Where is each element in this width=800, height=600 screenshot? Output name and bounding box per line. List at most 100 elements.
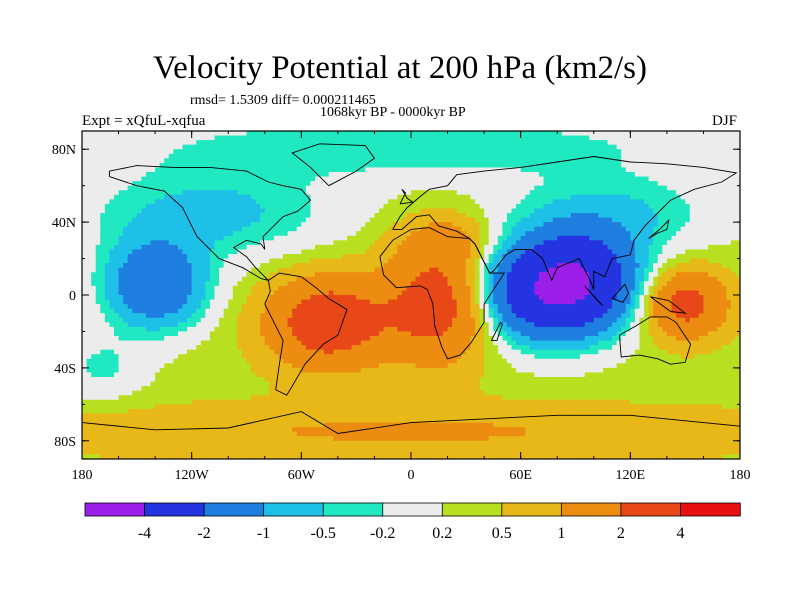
field-cell (241, 267, 248, 273)
field-cell (680, 131, 686, 137)
field-cell (273, 235, 280, 241)
field-cell (292, 285, 298, 292)
field-cell (474, 231, 481, 237)
field-cell (593, 185, 599, 191)
field-cell (420, 285, 426, 292)
field-cell (698, 249, 705, 255)
field-cell (612, 276, 618, 282)
field-cell (296, 153, 302, 159)
field-cell (676, 263, 682, 269)
field-cell (589, 231, 595, 237)
field-cell (401, 131, 408, 137)
field-cell (493, 258, 499, 264)
field-cell (145, 226, 152, 232)
field-cell (589, 217, 595, 223)
field-cell (525, 194, 531, 200)
field-cell (497, 285, 503, 292)
field-cell (397, 194, 403, 200)
field-cell (155, 199, 161, 205)
field-cell (602, 172, 609, 178)
field-cell (557, 190, 563, 196)
field-cell (132, 140, 138, 146)
field-cell (420, 181, 426, 187)
field-cell (666, 249, 673, 255)
field-cell (196, 281, 202, 287)
field-cell (721, 272, 727, 278)
field-cell (164, 194, 170, 200)
field-cell (516, 176, 522, 182)
field-cell (589, 222, 595, 228)
field-cell (662, 213, 668, 219)
field-cell (488, 231, 494, 237)
field-cell (447, 194, 453, 200)
field-cell (474, 208, 481, 214)
field-cell (474, 131, 481, 137)
field-cell (237, 226, 243, 232)
field-cell (566, 172, 572, 178)
field-cell (424, 172, 430, 178)
field-cell (278, 244, 284, 251)
field-cell (598, 231, 604, 237)
field-cell (575, 172, 581, 178)
field-cell (251, 281, 257, 287)
field-cell (488, 203, 494, 210)
field-cell (278, 208, 284, 214)
field-cell (411, 149, 417, 155)
field-cell (351, 181, 357, 187)
field-cell (123, 222, 129, 228)
field-cell (319, 231, 325, 237)
field-cell (525, 135, 531, 141)
field-cell (136, 149, 142, 155)
field-cell (255, 144, 261, 150)
field-cell (269, 162, 275, 169)
field-cell (429, 144, 435, 150)
field-cell (237, 276, 243, 282)
field-cell (379, 153, 385, 159)
field-cell (580, 181, 586, 187)
field-cell (694, 263, 700, 269)
field-cell (415, 231, 421, 237)
field-cell (209, 208, 216, 214)
field-cell (351, 172, 357, 178)
field-cell (634, 281, 641, 287)
field-cell (653, 244, 659, 251)
field-cell (730, 135, 737, 141)
field-cell (712, 167, 718, 173)
field-cell (442, 135, 449, 141)
field-cell (273, 276, 280, 282)
field-cell (356, 267, 362, 273)
field-cell (676, 181, 682, 187)
field-cell (452, 158, 458, 164)
field-cell (100, 281, 106, 287)
field-cell (657, 199, 663, 205)
field-cell (301, 244, 307, 251)
field-cell (721, 235, 727, 241)
field-cell (639, 144, 645, 150)
field-cell (561, 131, 567, 137)
field-cell (241, 149, 248, 155)
field-cell (319, 272, 325, 278)
field-cell (735, 162, 740, 169)
field-cell (342, 285, 348, 292)
field-cell (726, 222, 732, 228)
field-cell (324, 203, 330, 210)
field-cell (708, 131, 714, 137)
field-cell (484, 162, 490, 169)
field-cell (630, 144, 636, 150)
field-cell (177, 235, 184, 241)
field-cell (109, 131, 115, 137)
field-cell (502, 235, 508, 241)
field-cell (383, 281, 389, 287)
field-cell (598, 263, 604, 269)
field-cell (411, 235, 417, 241)
field-cell (374, 167, 380, 173)
field-cell (397, 190, 403, 196)
field-cell (342, 231, 348, 237)
field-cell (438, 244, 444, 251)
field-cell (415, 276, 421, 282)
field-cell (232, 226, 238, 232)
field-cell (712, 267, 718, 273)
field-cell (470, 158, 476, 164)
field-cell (82, 222, 88, 228)
field-cell (136, 213, 142, 219)
